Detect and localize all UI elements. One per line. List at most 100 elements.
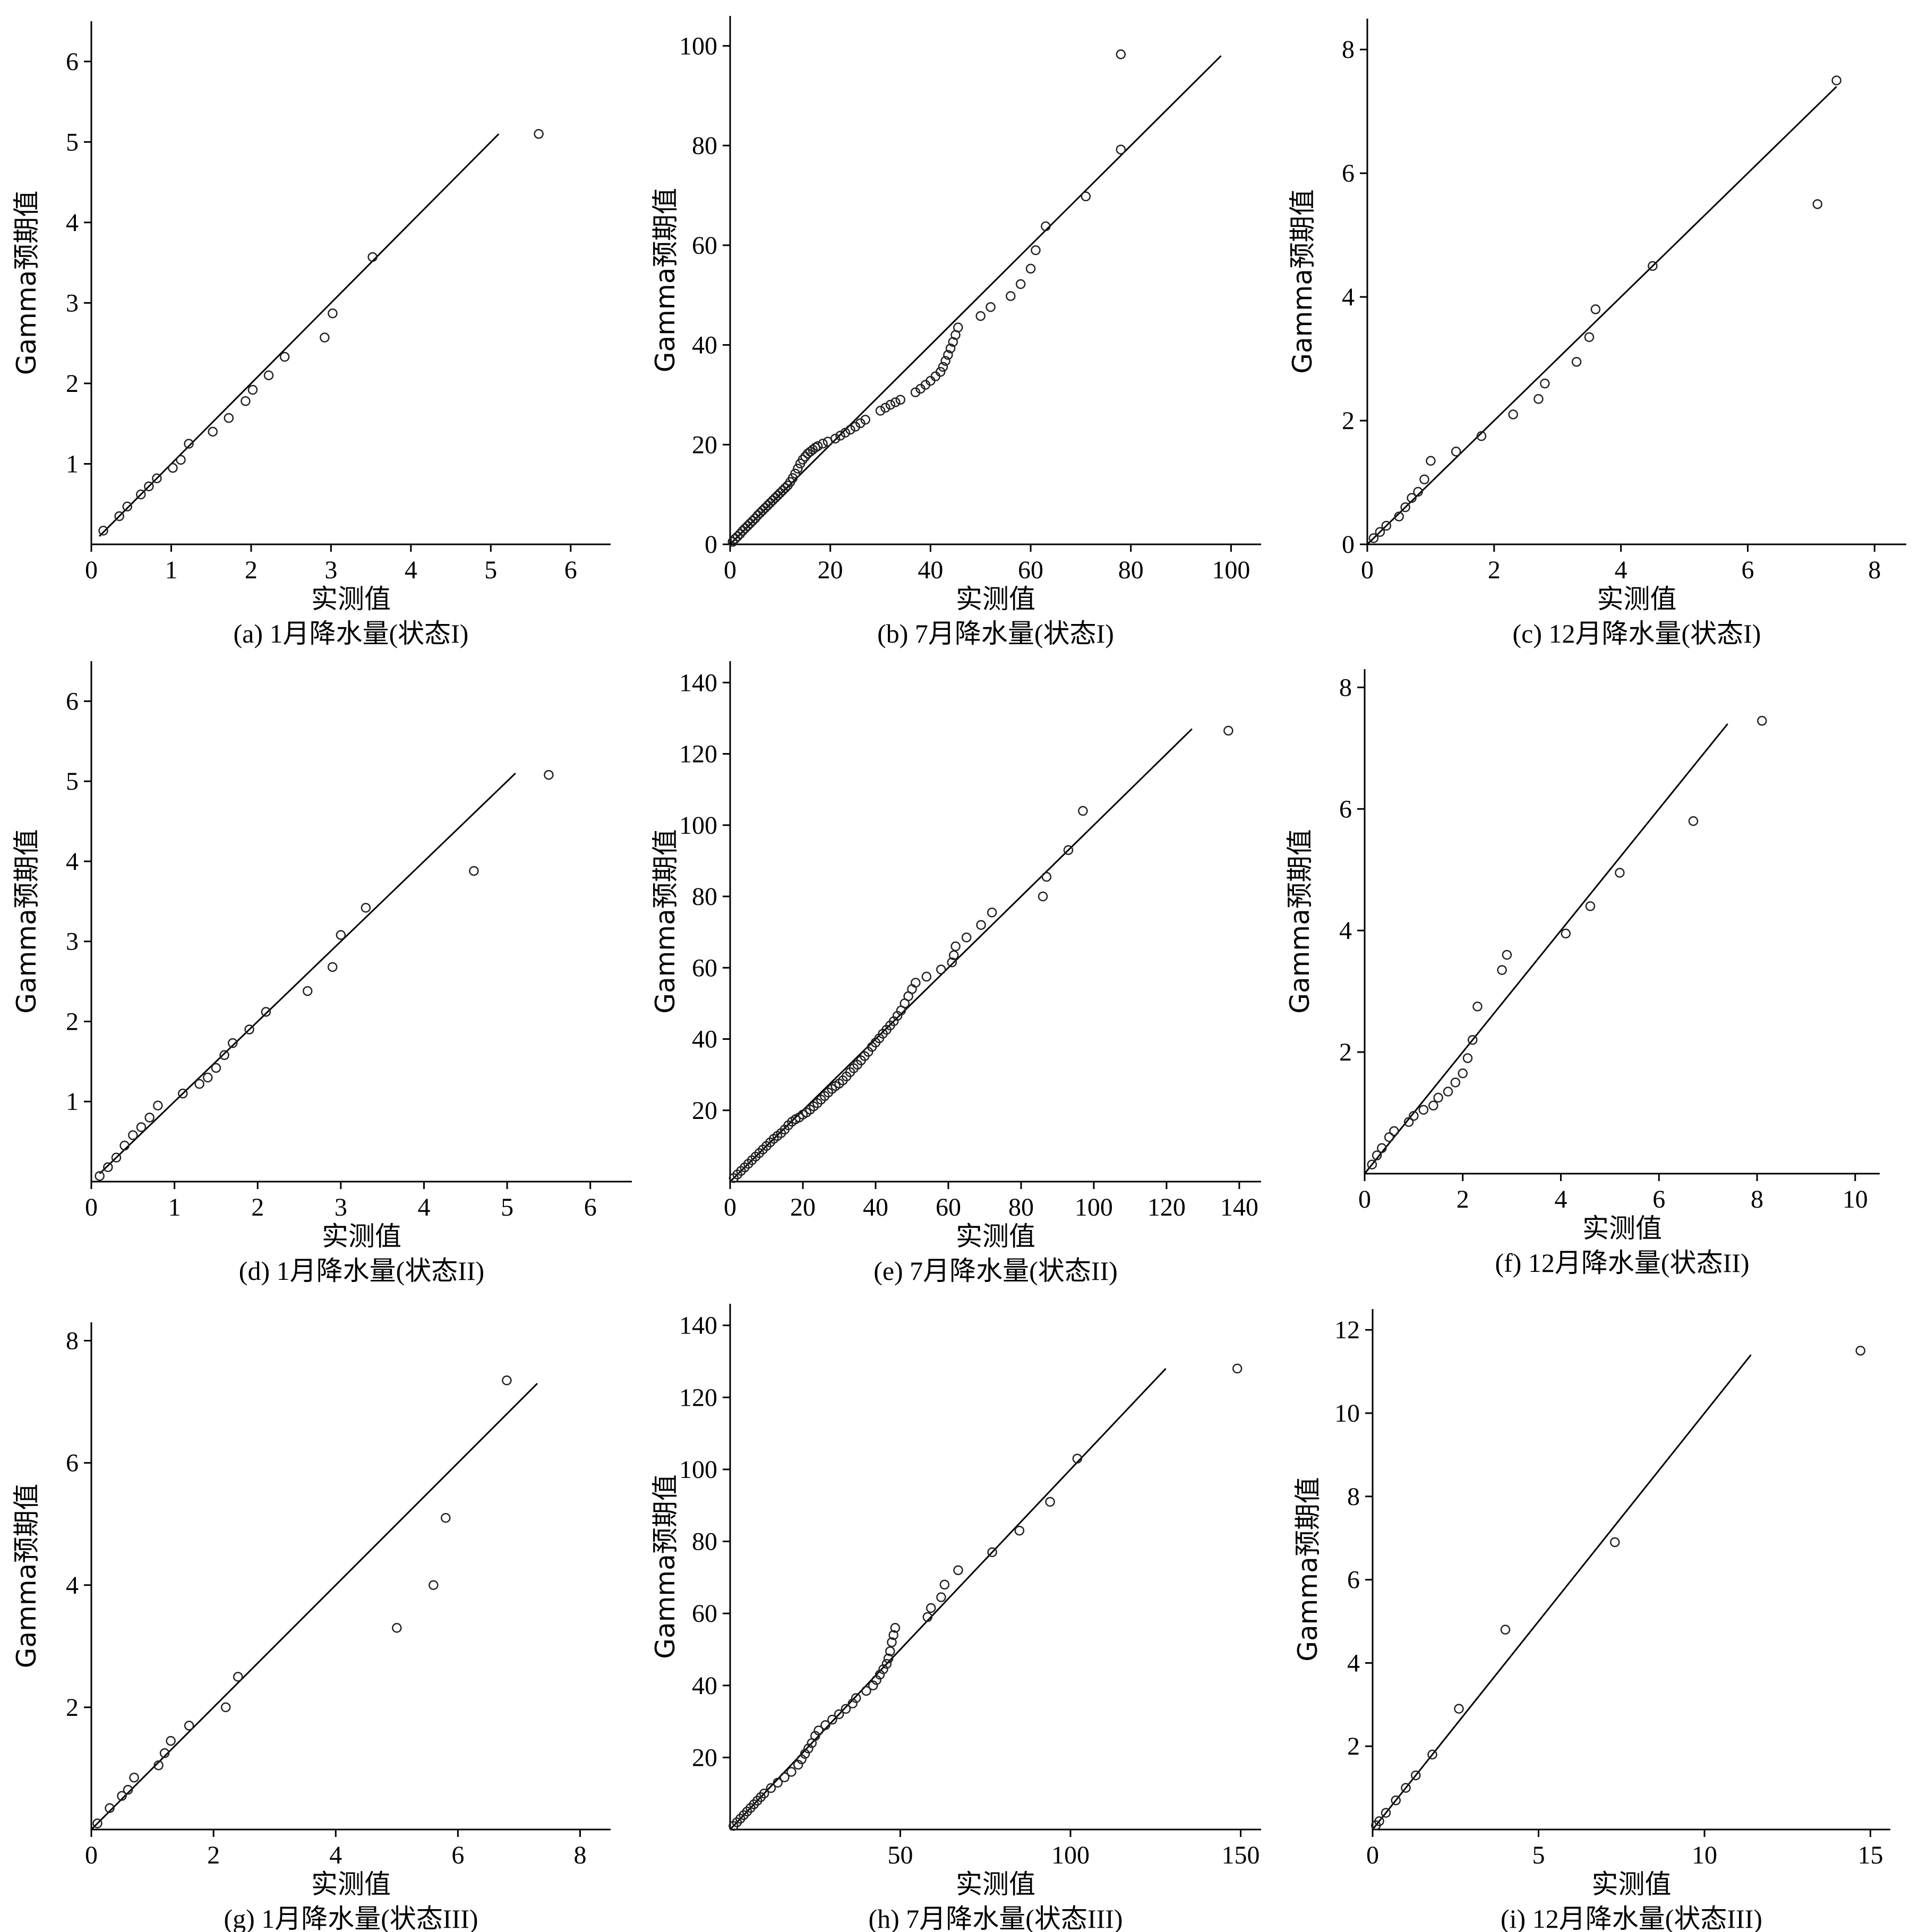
data-point xyxy=(742,521,753,531)
data-point xyxy=(1855,1346,1865,1356)
data-point xyxy=(98,525,108,536)
data-point xyxy=(938,362,948,372)
y-tick-label: 120 xyxy=(679,1383,717,1412)
data-point xyxy=(123,1784,133,1795)
x-tick-label: 6 xyxy=(1741,556,1754,584)
data-point xyxy=(1038,891,1048,902)
panel-3: 0 1 2 3 4 5 6 1 2 3 4 5 6 实测值 Gamma预期值 (d) 1月降水量(状态II) xyxy=(11,661,632,1286)
y-tick-label: 100 xyxy=(679,811,717,840)
data-point xyxy=(302,986,313,996)
data-point xyxy=(178,1088,188,1099)
data-point xyxy=(748,516,758,526)
y-tick-label: 1 xyxy=(66,450,79,478)
y-tick-label: 80 xyxy=(692,1528,717,1556)
x-axis-title: 实测值 xyxy=(956,1221,1035,1252)
data-point xyxy=(261,1007,271,1017)
x-tick-label: 8 xyxy=(573,1841,586,1869)
data-point xyxy=(827,1714,837,1725)
data-point xyxy=(936,1592,946,1602)
data-point xyxy=(1540,378,1550,389)
y-tick-label: 100 xyxy=(679,1456,717,1484)
data-point xyxy=(1368,533,1379,543)
data-point xyxy=(841,1704,851,1714)
reference-line xyxy=(1364,723,1728,1174)
data-point xyxy=(129,1772,139,1783)
y-tick-label: 4 xyxy=(66,1571,79,1600)
x-tick-label: 5 xyxy=(1532,1841,1545,1869)
reference-line xyxy=(1366,86,1837,545)
x-tick-label: 120 xyxy=(1147,1193,1186,1221)
data-point xyxy=(1428,1100,1438,1111)
panel-7: 50 100 150 20 40 60 80 100 120 140 实测值 Gamma预期值 (h) … xyxy=(650,1304,1261,1932)
data-point xyxy=(818,439,828,449)
data-point xyxy=(1367,1159,1377,1170)
x-tick-label: 2 xyxy=(1457,1185,1469,1213)
x-axis-title: 实测值 xyxy=(322,1221,401,1252)
data-point xyxy=(860,415,870,425)
data-point xyxy=(320,332,330,343)
data-point xyxy=(1078,806,1088,816)
data-point xyxy=(153,1100,163,1111)
data-point xyxy=(361,903,371,913)
data-point xyxy=(926,1603,936,1613)
data-point xyxy=(961,932,972,943)
data-point xyxy=(241,396,251,406)
data-point xyxy=(1116,49,1126,59)
data-point xyxy=(987,907,997,918)
y-tick-label: 120 xyxy=(679,740,717,768)
y-tick-label: 8 xyxy=(1347,1483,1360,1511)
data-point xyxy=(851,1693,861,1703)
data-point xyxy=(775,488,785,498)
x-axis-title: 实测值 xyxy=(1592,1869,1672,1900)
y-tick-label: 8 xyxy=(66,1327,79,1355)
y-tick-label: 40 xyxy=(692,331,717,360)
x-tick-label: 3 xyxy=(335,1193,347,1221)
data-point xyxy=(813,1725,824,1736)
data-point xyxy=(1610,1537,1620,1548)
data-point xyxy=(1116,144,1126,155)
data-point xyxy=(247,384,258,395)
data-point xyxy=(103,1162,113,1173)
data-point xyxy=(117,1791,127,1801)
y-tick-label: 2 xyxy=(66,370,79,398)
data-point xyxy=(840,428,851,438)
data-point xyxy=(153,1760,164,1771)
data-point xyxy=(1411,1770,1421,1781)
data-point xyxy=(1031,245,1041,255)
panel-caption: (h) 7月降水量(状态III) xyxy=(868,1904,1123,1932)
x-tick-label: 6 xyxy=(564,556,577,584)
y-tick-label: 12 xyxy=(1334,1316,1360,1344)
data-point xyxy=(760,503,770,513)
data-point xyxy=(95,1171,105,1181)
data-point xyxy=(738,526,748,536)
data-point xyxy=(105,1803,115,1813)
data-point xyxy=(1590,304,1601,314)
data-point xyxy=(732,531,743,542)
data-point xyxy=(92,1818,102,1828)
y-tick-label: 60 xyxy=(692,954,717,982)
data-point xyxy=(793,1759,803,1770)
data-point xyxy=(219,1050,229,1061)
data-point xyxy=(114,511,124,522)
data-point xyxy=(750,513,760,524)
data-point xyxy=(1413,486,1423,497)
x-tick-label: 80 xyxy=(1118,556,1144,584)
data-point xyxy=(1384,1132,1394,1142)
data-point xyxy=(767,495,778,506)
data-point xyxy=(233,1672,243,1682)
reference-line xyxy=(729,1368,1167,1831)
data-point xyxy=(1045,1497,1055,1507)
data-point xyxy=(1615,868,1625,878)
panel-4: 0 20 40 60 80 100 120 140 20 40 60 80 100 120 140 实测值 Ga… xyxy=(650,661,1261,1286)
data-point xyxy=(1041,221,1051,232)
y-tick-label: 20 xyxy=(692,1097,717,1125)
x-tick-label: 4 xyxy=(1555,1185,1567,1213)
x-tick-label: 4 xyxy=(405,556,417,584)
y-tick-label: 40 xyxy=(692,1025,717,1054)
data-point xyxy=(808,444,818,455)
x-axis-title: 实测值 xyxy=(1582,1213,1662,1244)
data-point xyxy=(881,1659,892,1669)
data-point xyxy=(1081,191,1091,202)
data-point xyxy=(950,941,961,952)
data-point xyxy=(128,1130,138,1140)
